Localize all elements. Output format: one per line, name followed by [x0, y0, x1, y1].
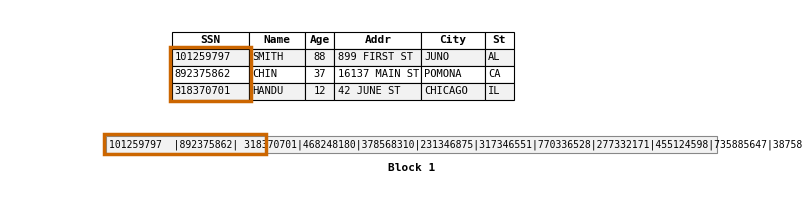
Text: HANDU: HANDU [252, 86, 283, 96]
Text: JUNO: JUNO [423, 52, 449, 62]
Bar [421, 66, 484, 83]
Text: City: City [439, 35, 466, 45]
Bar [172, 66, 249, 83]
Bar [305, 32, 334, 49]
Bar [484, 66, 513, 83]
Bar [172, 49, 249, 66]
Bar [334, 66, 421, 83]
Bar [421, 83, 484, 100]
Bar [305, 49, 334, 66]
Bar [484, 32, 513, 49]
Text: Block 1: Block 1 [387, 163, 435, 173]
Text: CHICAGO: CHICAGO [423, 86, 468, 96]
Text: AL: AL [488, 52, 500, 62]
Text: SSN: SSN [200, 35, 221, 45]
Text: St: St [492, 35, 505, 45]
Bar [305, 66, 334, 83]
Text: 101259797: 101259797 [175, 52, 231, 62]
Text: 37: 37 [313, 69, 326, 79]
Text: 899 FIRST ST: 899 FIRST ST [337, 52, 412, 62]
Bar [106, 136, 716, 153]
Bar [172, 32, 249, 49]
Text: 42 JUNE ST: 42 JUNE ST [337, 86, 399, 96]
Text: 101259797  |892375862| 318370701|468248180|378568310|231346875|317346551|7703365: 101259797 |892375862| 318370701|46824818… [109, 139, 802, 150]
Text: 318370701: 318370701 [175, 86, 231, 96]
Text: 12: 12 [313, 86, 326, 96]
Bar [305, 83, 334, 100]
Bar [421, 32, 484, 49]
Bar [334, 49, 421, 66]
Bar [484, 83, 513, 100]
Text: 16137 MAIN ST: 16137 MAIN ST [337, 69, 419, 79]
Bar [249, 32, 305, 49]
Bar [249, 66, 305, 83]
Bar [334, 83, 421, 100]
Text: Age: Age [310, 35, 330, 45]
Text: CHIN: CHIN [252, 69, 277, 79]
Bar [249, 49, 305, 66]
Bar [104, 134, 266, 154]
Bar [334, 32, 421, 49]
Bar [421, 49, 484, 66]
Bar [172, 83, 249, 100]
Bar [484, 49, 513, 66]
Text: Name: Name [263, 35, 290, 45]
Bar [170, 47, 250, 101]
Text: SMITH: SMITH [252, 52, 283, 62]
Text: IL: IL [488, 86, 500, 96]
Bar [249, 83, 305, 100]
Text: 88: 88 [313, 52, 326, 62]
Text: 892375862: 892375862 [175, 69, 231, 79]
Text: Addr: Addr [364, 35, 391, 45]
Text: POMONA: POMONA [423, 69, 461, 79]
Text: CA: CA [488, 69, 500, 79]
